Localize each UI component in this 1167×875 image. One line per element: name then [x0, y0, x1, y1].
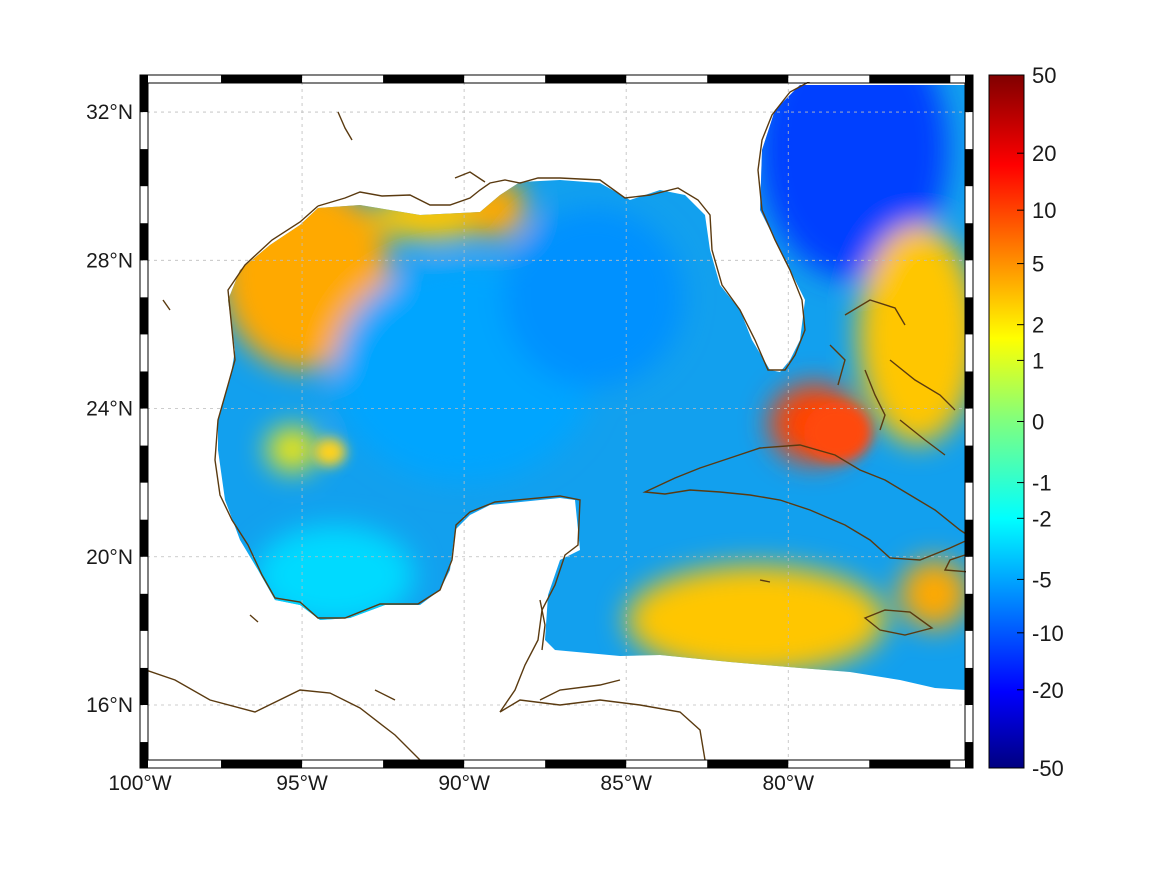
longitude-tick-label: 80°W [762, 772, 814, 795]
colorbar-tick-label: -2 [1032, 506, 1052, 531]
grid-lines [140, 75, 973, 768]
colorbar-tick-label: -1 [1032, 471, 1052, 496]
field-region-bay-of-campeche [254, 525, 415, 626]
longitude-tick-label: 85°W [600, 772, 652, 795]
colorbar-tick-label: 20 [1032, 141, 1056, 166]
colorbar-tick-label: 1 [1032, 348, 1044, 373]
latitude-tick-label: 32°N [86, 101, 133, 124]
field-region-windward-passage [899, 558, 965, 629]
field-region-east-gulf [503, 207, 684, 388]
longitude-tick-label: 95°W [276, 772, 328, 795]
latitude-tick-label: 20°N [86, 546, 133, 569]
colorbar-tick-label: -10 [1032, 621, 1064, 646]
coastline [148, 82, 966, 760]
map-frame [139, 74, 974, 769]
field-region-caribbean-south-of-cuba [625, 564, 886, 675]
latitude-tick-label: 16°N [86, 694, 133, 717]
colorbar-tick-label: -20 [1032, 678, 1064, 703]
longitude-tick-label: 90°W [438, 772, 490, 795]
latitude-tick-label: 24°N [86, 398, 133, 421]
field-region-bahamas [857, 224, 965, 445]
latitude-tick-labels: 32°N 28°N 24°N 20°N 16°N [86, 101, 133, 717]
field-region-atlantic-off-georgia [758, 85, 949, 280]
colorbar-tick-label: 2 [1032, 313, 1044, 338]
colorbar-tick-label: -5 [1032, 567, 1052, 592]
longitude-tick-label: 100°W [108, 772, 171, 795]
longitude-tick-labels: 100°W 95°W 90°W 85°W 80°W [108, 772, 814, 795]
field-region-bay-of-campeche-west [267, 427, 318, 472]
colorbar-tick-label: 0 [1032, 410, 1044, 435]
colorbar-tick-label: -50 [1032, 756, 1064, 781]
colorbar-tick-label: 10 [1032, 198, 1056, 223]
colorbar-tick-label: 5 [1032, 252, 1044, 277]
latitude-tick-label: 28°N [86, 249, 133, 272]
colorbar-tick-label: 50 [1032, 63, 1056, 88]
